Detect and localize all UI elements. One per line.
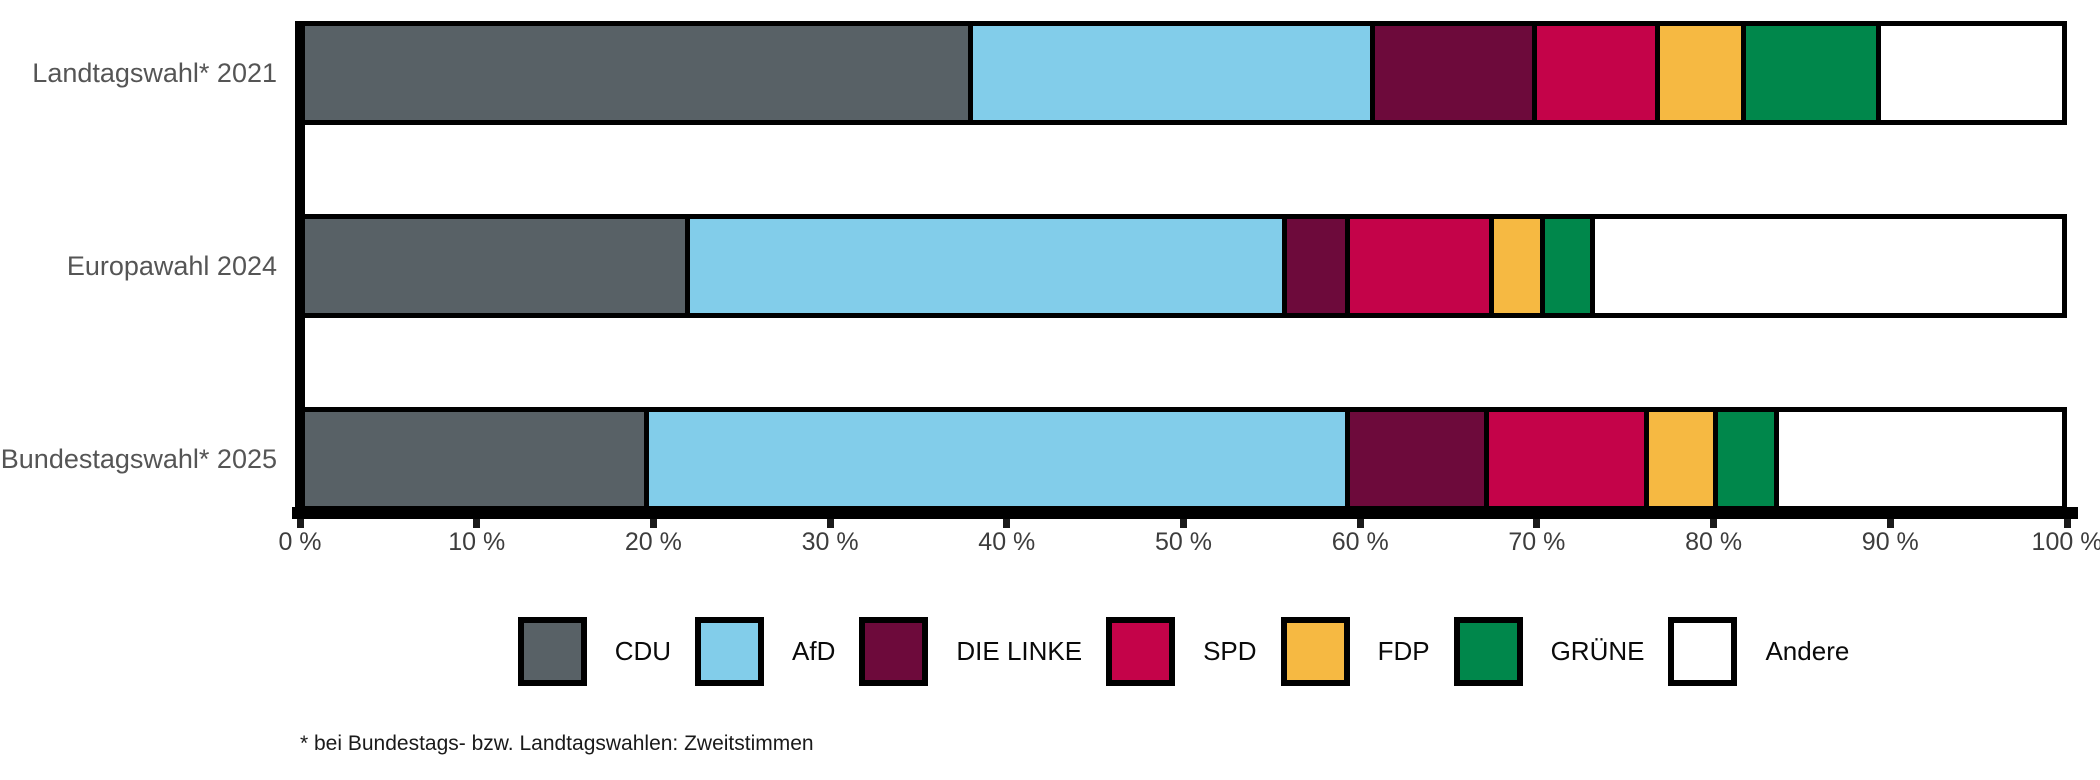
tick-mark-0 (296, 519, 304, 528)
bar-segment-fdp (1659, 26, 1746, 120)
legend-label-fdp: FDP (1377, 636, 1430, 666)
tick-label-100: 100 % (2031, 528, 2100, 556)
bar-segment-spd (1350, 219, 1495, 313)
row-label-landtagswahl-2021: Landtagswahl* 2021 (32, 57, 277, 88)
footnote: * bei Bundestags- bzw. Landtagswahlen: Z… (300, 732, 814, 755)
legend-swatch-spd (1106, 617, 1176, 686)
tick-mark-40 (1003, 519, 1011, 528)
legend-item-spd: SPD (1106, 617, 1257, 686)
legend-label-die-linke: DIE LINKE (956, 636, 1083, 666)
legend-item-andere: Andere (1668, 617, 1849, 686)
bar-segment-gr-ne (1545, 219, 1595, 313)
bar-segment-andere (1779, 412, 2062, 506)
legend-label-cdu: CDU (614, 636, 672, 666)
tick-label-50: 50 % (1155, 528, 1212, 556)
legend-swatch-gr-ne (1453, 617, 1523, 686)
legend-label-gr-ne: GRÜNE (1550, 636, 1645, 666)
tick-mark-60 (1356, 519, 1364, 528)
bar-segment-fdp (1494, 219, 1546, 313)
tick-mark-30 (826, 519, 834, 528)
tick-mark-70 (1533, 519, 1541, 528)
row-label-europawahl-2024: Europawahl 2024 (66, 250, 277, 281)
tick-label-80: 80 % (1685, 528, 1743, 556)
legend-item-fdp: FDP (1280, 617, 1430, 686)
tick-label-90: 90 % (1861, 528, 1919, 556)
bar-segment-cdu (305, 26, 973, 120)
tick-label-0: 0 % (278, 528, 322, 556)
tick-mark-80 (1710, 519, 1718, 528)
bar-segment-afd (972, 26, 1375, 120)
bar-segment-afd (649, 412, 1351, 506)
tick-mark-10 (473, 519, 481, 528)
bar-segment-gr-ne (1717, 412, 1780, 506)
legend-label-spd: SPD (1203, 636, 1257, 666)
legend-item-afd: AfD (695, 617, 835, 686)
tick-mark-20 (649, 519, 657, 528)
tick-label-40: 40 % (978, 528, 1036, 556)
tick-mark-50 (1180, 519, 1187, 528)
bar-row-europawahl-2024 (300, 214, 2067, 318)
bar-row-landtagswahl-2021 (300, 21, 2067, 125)
tick-label-20: 20 % (624, 528, 682, 556)
bar-segment-die-linke (1287, 219, 1351, 313)
legend-label-andere: Andere (1765, 636, 1850, 666)
legend-swatch-afd (695, 617, 765, 686)
bar-segment-fdp (1649, 412, 1718, 506)
legend-swatch-die-linke (859, 617, 929, 686)
bar-segment-gr-ne (1745, 26, 1881, 120)
legend-swatch-cdu (517, 617, 587, 686)
bar-segment-spd (1489, 412, 1650, 506)
row-label-bundestagswahl-2025: Bundestagswahl* 2025 (0, 443, 277, 474)
legend-item-cdu: CDU (517, 617, 672, 686)
legend-item-gr-ne: GRÜNE (1453, 617, 1645, 686)
tick-mark-100 (2063, 519, 2071, 528)
tick-label-70: 70 % (1508, 528, 1566, 556)
bar-segment-die-linke (1375, 26, 1537, 120)
bar-segment-cdu (305, 412, 650, 506)
bar-segment-spd (1536, 26, 1660, 120)
bar-segment-die-linke (1350, 412, 1490, 506)
bar-segment-afd (689, 219, 1288, 313)
tick-label-10: 10 % (448, 528, 506, 556)
legend: CDU AfD DIE LINKE SPD FDP GRÜNE Andere (300, 617, 2067, 686)
tick-label-60: 60 % (1331, 528, 1389, 556)
legend-swatch-andere (1668, 617, 1738, 686)
bar-segment-andere (1880, 26, 2062, 120)
bar-segment-cdu (305, 219, 690, 313)
legend-label-afd: AfD (792, 636, 836, 666)
tick-mark-90 (1886, 519, 1894, 528)
bar-segment-andere (1594, 219, 2062, 313)
tick-label-30: 30 % (801, 528, 859, 556)
legend-swatch-fdp (1280, 617, 1350, 686)
legend-item-die-linke: DIE LINKE (859, 617, 1082, 686)
bar-row-bundestagswahl-2025 (300, 407, 2067, 511)
